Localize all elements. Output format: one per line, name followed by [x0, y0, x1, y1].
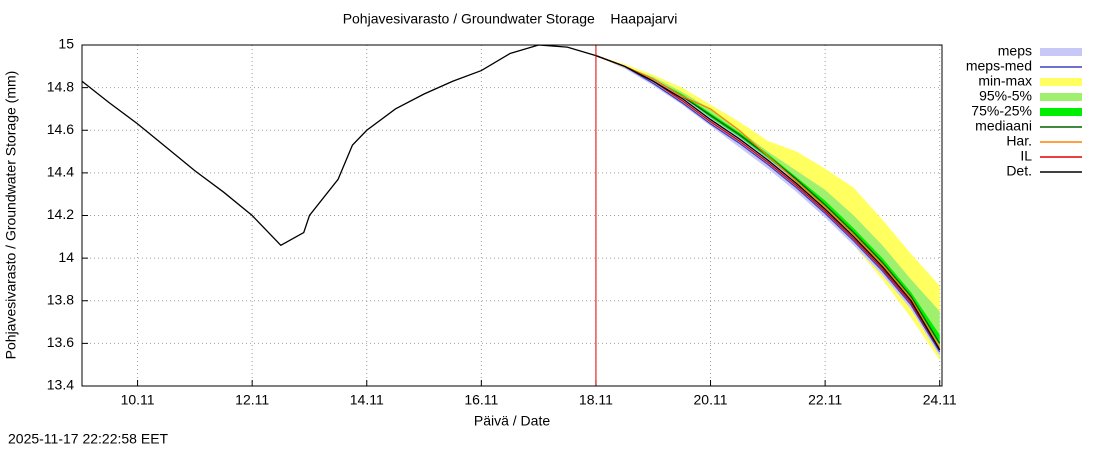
y-tick-label: 14.2 — [47, 206, 74, 222]
y-tick-label: 13.4 — [47, 377, 74, 393]
plot-frame — [81, 44, 943, 387]
line — [595, 55, 941, 348]
y-tick-label: 14.6 — [47, 121, 74, 137]
band — [595, 55, 940, 348]
band — [595, 55, 940, 357]
x-tick-label: 24.11 — [923, 392, 957, 408]
chart-title: Pohjavesivarasto / Groundwater Storage H… — [343, 11, 678, 27]
x-tick-label: 20.11 — [694, 392, 728, 408]
x-tick-label: 10.11 — [121, 392, 155, 408]
y-tick-label: 14.8 — [47, 78, 74, 94]
legend-swatch — [1040, 108, 1082, 116]
y-tick-label: 15 — [58, 36, 74, 52]
timestamp: 2025-11-17 22:22:58 EET — [8, 431, 169, 447]
x-tick-label: 22.11 — [808, 392, 842, 408]
legend-swatch — [1040, 78, 1082, 86]
y-axis-label: Pohjavesivarasto / Groundwater Storage (… — [3, 71, 19, 360]
legend-label: meps-med — [966, 58, 1032, 74]
legend-label: Det. — [1006, 163, 1032, 179]
line — [595, 55, 941, 351]
x-tick-label: 12.11 — [235, 392, 269, 408]
legend-label: IL — [1020, 148, 1032, 164]
y-tick-label: 13.6 — [47, 334, 74, 350]
line — [595, 55, 941, 344]
legend-label: min-max — [978, 73, 1032, 89]
legend-swatch — [1040, 48, 1082, 56]
legend-label: Har. — [1006, 133, 1032, 149]
legend-label: 95%-5% — [979, 88, 1032, 104]
band — [595, 55, 940, 361]
y-tick-label: 14 — [58, 249, 74, 265]
line — [81, 44, 941, 351]
x-tick-label: 18.11 — [579, 392, 613, 408]
x-tick-label: 14.11 — [350, 392, 384, 408]
legend-swatch — [1040, 93, 1082, 101]
legend-label: 75%-25% — [971, 103, 1032, 119]
legend-label: mediaani — [975, 118, 1032, 134]
x-axis-label: Päivä / Date — [474, 413, 550, 429]
x-tick-label: 16.11 — [464, 392, 498, 408]
y-tick-label: 13.8 — [47, 291, 74, 307]
band — [595, 55, 940, 355]
line — [595, 55, 941, 353]
legend-label: meps — [998, 43, 1032, 59]
y-tick-label: 14.4 — [47, 164, 74, 180]
